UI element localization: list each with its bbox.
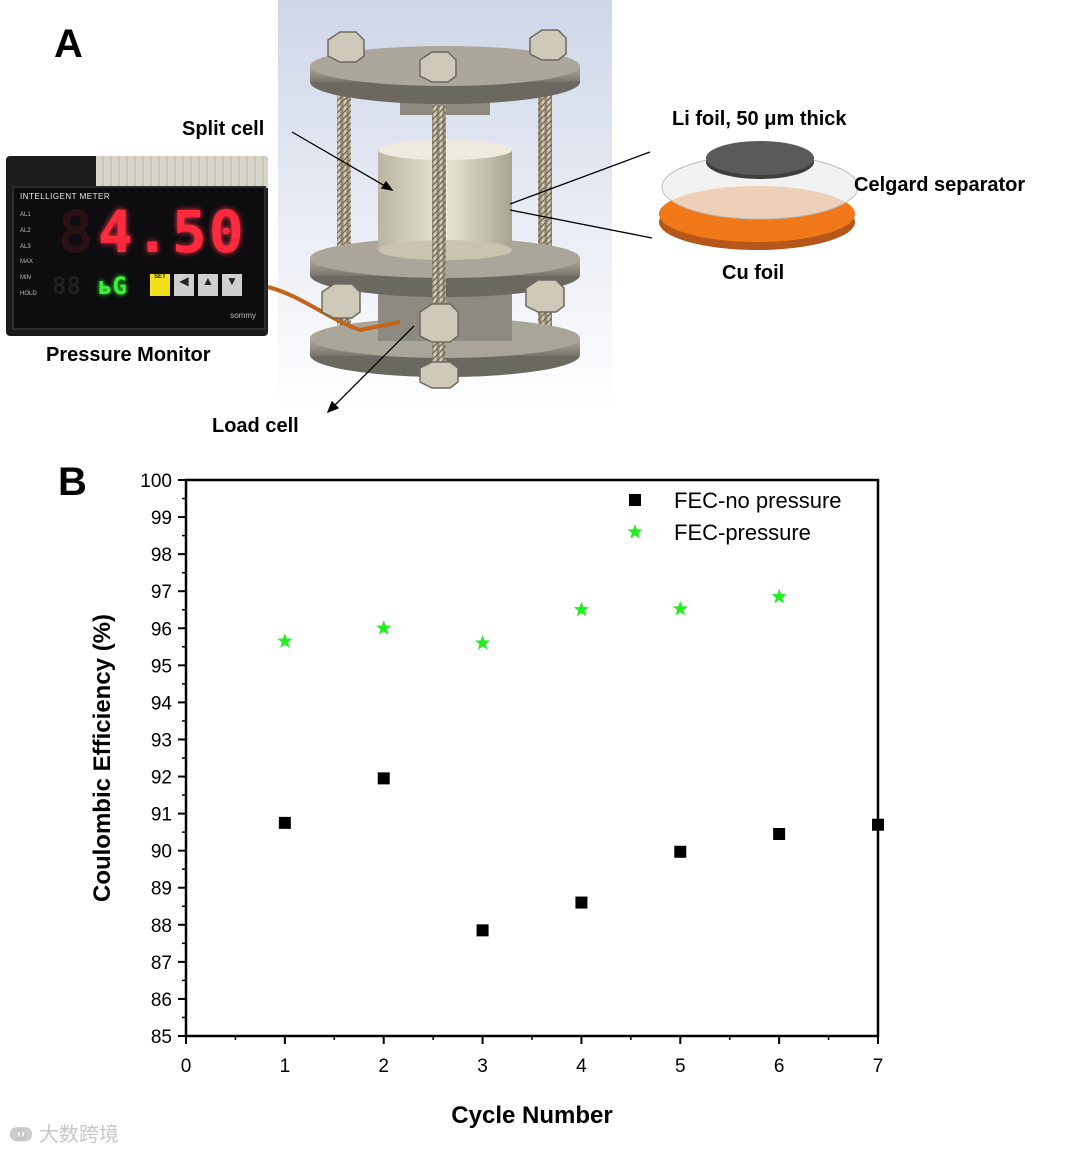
y-tick-label: 94 [151, 693, 173, 714]
watermark-text: 大数跨境 [38, 1122, 119, 1146]
up-arrow-button: ▲ [198, 274, 218, 296]
y-tick-label: 86 [151, 990, 172, 1011]
plot-frame [184, 478, 880, 1038]
x-tick-label: 6 [774, 1056, 785, 1077]
hex-nuts [321, 29, 567, 389]
x-tick-label: 2 [378, 1056, 389, 1077]
legend: FEC-no pressure FEC-pressure [627, 488, 842, 545]
data-point-square [773, 827, 786, 840]
data-point-star [376, 620, 392, 635]
pointer-lines [291, 131, 653, 414]
y-tick-label: 95 [151, 656, 172, 677]
axes [184, 478, 880, 1038]
monitor-brand: sommy [230, 311, 256, 320]
data-point-square [575, 896, 588, 909]
load-cell-wire [267, 285, 401, 333]
cu-foil-label: Cu foil [722, 262, 785, 284]
y-tick-label: 96 [151, 619, 172, 640]
pressure-monitor-photo: INTELLIGENT METER AL1 AL2 AL3 MAX MIN HO… [6, 156, 268, 336]
x-tick-label: 4 [576, 1056, 587, 1077]
y-tick-label: 88 [151, 916, 172, 937]
ticks: 85 86 87 88 89 90 91 92 93 94 95 96 97 98 99 100 0 1 2 3 4 5 6… [140, 471, 883, 1077]
x-tick-label: 1 [280, 1056, 291, 1077]
down-arrow-button: ▼ [222, 274, 242, 296]
watermark-logo-icon: ↈ [10, 1122, 39, 1146]
legend-marker [629, 494, 641, 506]
split-cell-illustration [267, 0, 859, 414]
x-tick-label: 7 [873, 1056, 884, 1077]
data-point-square [377, 772, 390, 785]
series-0 [278, 772, 884, 937]
x-axis-title: Cycle Number [451, 1102, 612, 1129]
data-point-square [872, 818, 884, 831]
x-tick-label: 3 [477, 1056, 488, 1077]
monitor-sub-reading: ьG [98, 272, 127, 300]
legend-label: FEC-pressure [674, 520, 811, 545]
panel-a-letter: A [54, 22, 83, 66]
x-tick-label: 0 [181, 1056, 192, 1077]
panel-b-letter: B [58, 460, 87, 504]
left-arrow-button: ◀ [174, 274, 194, 296]
data-point-square [476, 924, 489, 937]
monitor-header: INTELLIGENT METER [20, 192, 111, 201]
data-point-star [771, 588, 787, 604]
data-point-star [672, 601, 688, 616]
coulombic-efficiency-chart: 85 86 87 88 89 90 91 92 93 94 95 96 97 98 99 100 0 1 2 3 4 5 6… [89, 471, 884, 1129]
data-point-star [475, 635, 491, 650]
data-marks [277, 588, 884, 937]
rod-center [432, 60, 446, 380]
set-button: SET [150, 274, 170, 296]
monitor-face: INTELLIGENT METER AL1 AL2 AL3 MAX MIN HO… [12, 186, 266, 330]
y-tick-label: 93 [151, 730, 172, 751]
y-tick-label: 100 [140, 471, 172, 492]
monitor-main-reading: 4.50 [98, 198, 246, 266]
legend-marker [627, 524, 643, 539]
monitor-ghost-digit: 8 [58, 198, 93, 266]
pressure-monitor-label: Pressure Monitor [46, 344, 211, 366]
y-tick-label: 97 [151, 582, 172, 603]
data-point-star [277, 633, 293, 648]
monitor-indicators: AL1 AL2 AL3 MAX MIN HOLD [20, 212, 37, 297]
y-tick-label: 98 [151, 545, 172, 566]
separator-label: Celgard separator [854, 174, 1026, 196]
y-tick-label: 87 [151, 953, 172, 974]
monitor-ghost-small: 88 [52, 272, 81, 300]
y-tick-label: 85 [151, 1027, 172, 1048]
y-tick-label: 91 [151, 805, 172, 826]
legend-label: FEC-no pressure [674, 488, 842, 513]
x-tick-label: 5 [675, 1056, 686, 1077]
data-point-square [674, 845, 687, 858]
li-foil [706, 141, 814, 175]
split-cell-label: Split cell [182, 118, 265, 140]
y-tick-label: 89 [151, 879, 172, 900]
watermark: ↈ 大数跨境 [10, 1118, 119, 1147]
y-tick-label: 92 [151, 768, 172, 789]
load-cell-label: Load cell [212, 415, 299, 437]
data-point-square [278, 816, 291, 829]
data-point-star [573, 601, 589, 617]
paper-label [96, 156, 268, 188]
y-axis-title: Coulombic Efficiency (%) [89, 614, 116, 902]
series-1 [277, 588, 787, 650]
y-tick-label: 99 [151, 508, 172, 529]
li-foil-label: Li foil, 50 μm thick [672, 108, 847, 130]
y-tick-label: 90 [151, 842, 172, 863]
